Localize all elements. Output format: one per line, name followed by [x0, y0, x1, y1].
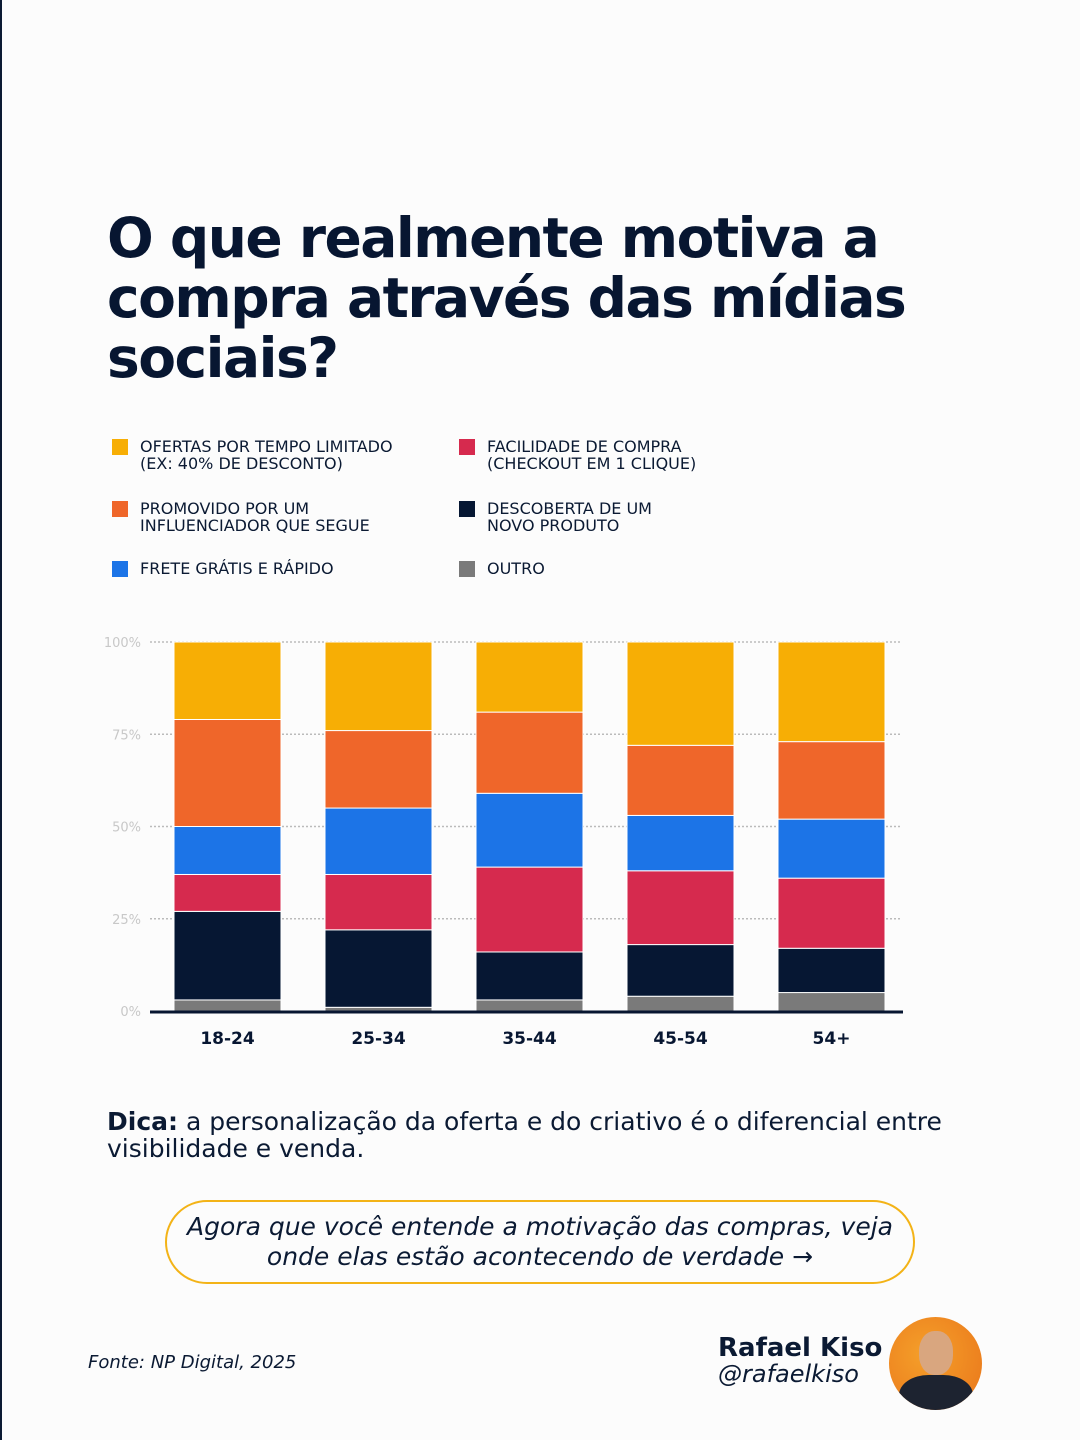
bar-segment: [173, 718, 282, 827]
bar-segment: [777, 641, 886, 743]
bar-segment: [626, 944, 735, 997]
avatar: [889, 1317, 982, 1410]
bar-segment: [777, 877, 886, 949]
bar-segment: [475, 866, 584, 953]
author-handle: @rafaelkiso: [718, 1360, 859, 1388]
bar-segment: [626, 744, 735, 816]
legend-swatch: [459, 561, 475, 577]
y-tick-label: 25%: [112, 913, 141, 928]
bar-segment: [626, 995, 735, 1012]
legend-swatch: [112, 439, 128, 455]
stacked-bar-chart: 0% 25% 50% 75% 100% 18-24 25-34 35-44 45-54 54+: [104, 636, 903, 1049]
x-tick-label: 35-44: [502, 1029, 557, 1049]
author-name: Rafael Kiso: [718, 1333, 883, 1363]
tip-text: Dica: a personalização da oferta e do cr…: [107, 1108, 967, 1162]
x-tick-label: 54+: [813, 1029, 851, 1049]
legend-swatch: [112, 561, 128, 577]
bar-segment: [626, 641, 735, 746]
legend-item: PROMOVIDO POR UM INFLUENCIADOR QUE SEGUE: [112, 500, 432, 534]
legend-label: FACILIDADE DE COMPRA (CHECKOUT EM 1 CLIQ…: [487, 437, 697, 473]
y-tick-label: 75%: [112, 728, 141, 743]
legend-label: FRETE GRÁTIS E RÁPIDO: [140, 559, 334, 578]
tip-label: Dica:: [107, 1107, 179, 1136]
cta-callout: Agora que você entende a motivação das c…: [165, 1200, 915, 1284]
bar-segment: [173, 641, 282, 720]
bar-segment: [324, 641, 433, 732]
legend-item: OFERTAS POR TEMPO LIMITADO (EX: 40% DE D…: [112, 438, 432, 472]
bar-segment: [324, 929, 433, 1008]
bar-segment: [475, 711, 584, 794]
source-note: Fonte: NP Digital, 2025: [88, 1352, 297, 1373]
bar-segment: [475, 641, 584, 713]
bar-segment: [777, 741, 886, 820]
bar-segment: [475, 999, 584, 1012]
legend-item: DESCOBERTA DE UM NOVO PRODUTO: [459, 500, 779, 534]
legend-label: OUTRO: [487, 559, 545, 578]
bar-segment: [475, 792, 584, 868]
bar-segment: [173, 826, 282, 875]
legend-swatch: [459, 439, 475, 455]
legend-swatch: [112, 501, 128, 517]
legend-label: PROMOVIDO POR UM INFLUENCIADOR QUE SEGUE: [140, 499, 370, 535]
x-tick-label: 25-34: [351, 1029, 406, 1049]
legend-label: OFERTAS POR TEMPO LIMITADO (EX: 40% DE D…: [140, 437, 393, 473]
y-tick-label: 0%: [120, 1005, 141, 1020]
legend-item: FACILIDADE DE COMPRA (CHECKOUT EM 1 CLIQ…: [459, 438, 779, 472]
bar-segment: [777, 818, 886, 879]
bar-segment: [777, 947, 886, 994]
left-border: [0, 0, 2, 1440]
bar-segment: [324, 730, 433, 809]
legend-item: FRETE GRÁTIS E RÁPIDO: [112, 560, 432, 577]
legend-label: DESCOBERTA DE UM NOVO PRODUTO: [487, 499, 652, 535]
tip-body: a personalização da oferta e do criativo…: [107, 1107, 942, 1163]
bar-segment: [475, 951, 584, 1001]
y-tick-label: 100%: [104, 636, 141, 651]
bar-segment: [324, 1006, 433, 1012]
y-tick-label: 50%: [112, 821, 141, 836]
x-tick-label: 45-54: [653, 1029, 708, 1049]
bar-segment: [626, 814, 735, 872]
page-title: O que realmente motiva a compra através …: [107, 206, 907, 390]
legend-item: OUTRO: [459, 560, 779, 577]
x-tick-label: 18-24: [200, 1029, 255, 1049]
legend-swatch: [459, 501, 475, 517]
bar-segment: [173, 999, 282, 1012]
bar-segment: [173, 873, 282, 912]
bar-segment: [626, 870, 735, 946]
bar-segment: [173, 910, 282, 1001]
bar-segment: [777, 992, 886, 1012]
bar-segment: [324, 807, 433, 875]
bar-segment: [324, 873, 433, 931]
